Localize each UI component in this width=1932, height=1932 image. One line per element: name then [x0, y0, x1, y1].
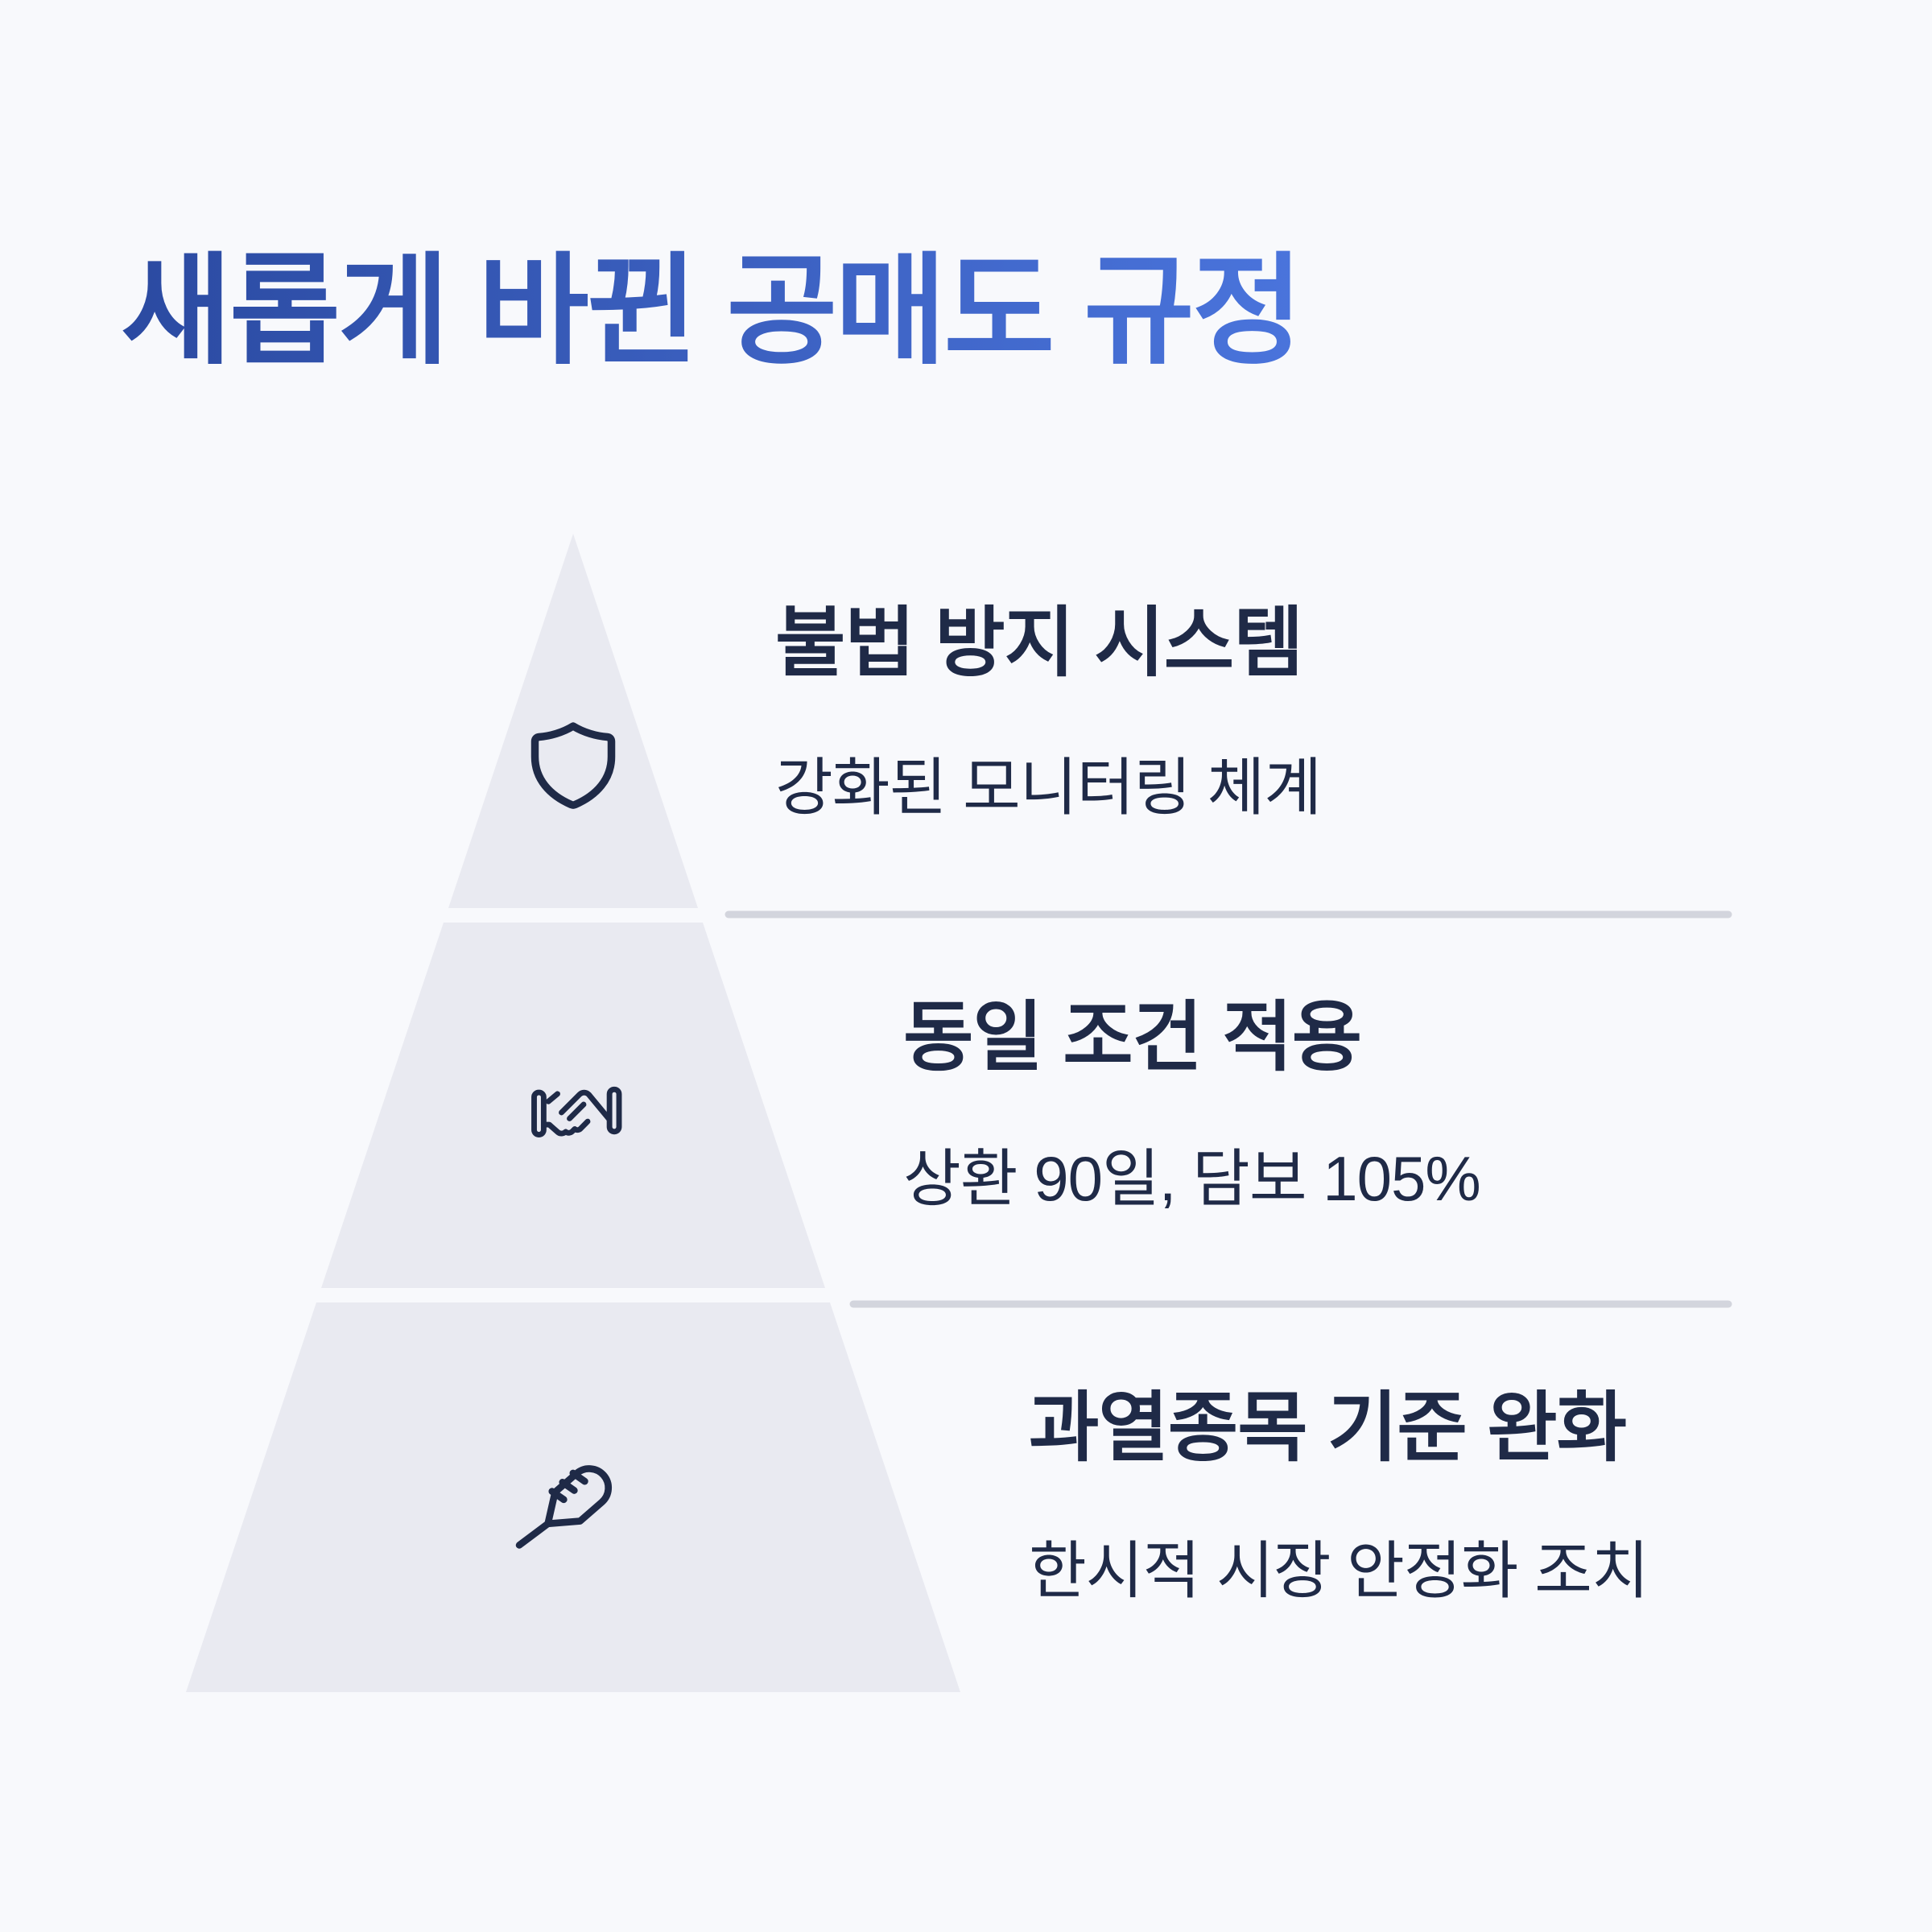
shield-icon	[530, 722, 616, 809]
tier-2-subtitle: 상환 90일, 담보 105%	[903, 1143, 1481, 1214]
tier-3-text-block: 과열종목 기준 완화 한시적 시장 안정화 조치	[1029, 1385, 1649, 1604]
tier-3-heading: 과열종목 기준 완화	[1029, 1385, 1627, 1471]
page-title: 새롭게 바뀐 공매도 규정	[121, 242, 1303, 381]
feather-icon	[515, 1465, 613, 1549]
tier-1-heading: 불법 방지 시스템	[775, 601, 1304, 686]
tier-3-subtitle: 한시적 시장 안정화 조치	[1029, 1535, 1649, 1606]
handshake-icon	[531, 1086, 622, 1137]
tier-2-text-block: 동일 조건 적용 상환 90일, 담보 105%	[903, 995, 1481, 1212]
tier-1-subtitle: 강화된 모니터링 체계	[775, 752, 1322, 823]
pyramid-tier-2-shape	[321, 923, 825, 1288]
tier-1-text-block: 불법 방지 시스템 강화된 모니터링 체계	[775, 601, 1322, 820]
tier-2-heading: 동일 조건 적용	[903, 995, 1362, 1080]
pyramid-tier-1-shape	[448, 534, 698, 908]
pyramid-tier-3-shape	[186, 1302, 960, 1692]
